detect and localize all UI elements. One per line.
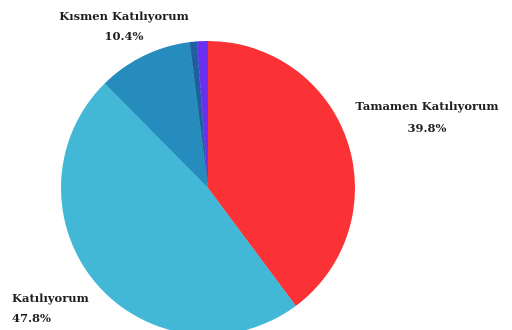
slice-label-kismen-name: Kısmen Katılıyorum bbox=[59, 9, 189, 23]
pie-slices bbox=[61, 41, 355, 330]
slice-label-tamamen: Tamamen Katılıyorum 39.8% bbox=[355, 99, 498, 135]
slice-label-tamamen-name: Tamamen Katılıyorum bbox=[355, 99, 498, 113]
pie-slice-dark-blue bbox=[189, 41, 208, 188]
slice-label-katiliyorum-value: 47.8% bbox=[12, 311, 51, 325]
pie-slice-purple bbox=[196, 41, 208, 188]
slice-label-kismen: Kısmen Katılıyorum 10.4% bbox=[59, 9, 189, 43]
pie-slice-kismen bbox=[104, 42, 208, 188]
slice-label-katiliyorum: Katılıyorum 47.8% bbox=[12, 291, 89, 325]
slice-label-kismen-value: 10.4% bbox=[105, 29, 144, 43]
slice-label-katiliyorum-name: Katılıyorum bbox=[12, 291, 89, 305]
slice-label-tamamen-value: 39.8% bbox=[408, 121, 447, 135]
pie-slice-tamamen bbox=[208, 41, 355, 306]
pie-slice-katiliyorum bbox=[61, 83, 296, 330]
